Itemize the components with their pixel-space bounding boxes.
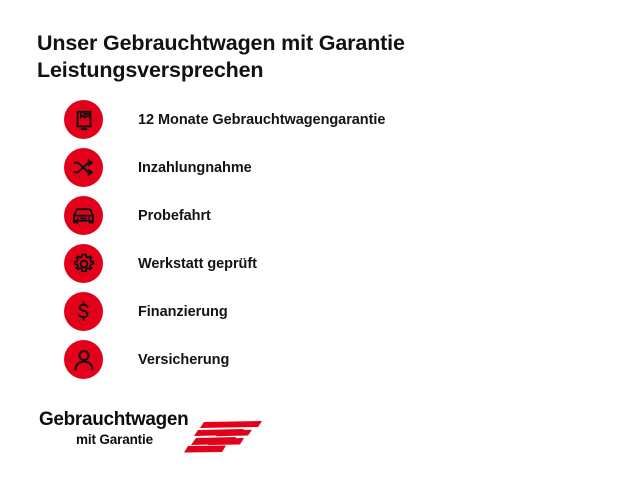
car-front-icon [71, 203, 96, 228]
list-item: Versicherung [0, 336, 640, 384]
page-title: Unser Gebrauchtwagen mit Garantie Leistu… [37, 30, 597, 85]
benefit-list: 12 Monate Gebrauchtwagengarantie Inzahlu… [0, 96, 640, 384]
benefit-label: Versicherung [138, 352, 230, 368]
page-title-line-1: Unser Gebrauchtwagen mit Garantie [37, 31, 405, 55]
benefit-label: 12 Monate Gebrauchtwagengarantie [138, 112, 386, 128]
list-item: Werkstatt geprüft [0, 240, 640, 288]
page-title-line-2: Leistungsversprechen [37, 58, 264, 83]
benefit-label: Inzahlungnahme [138, 160, 252, 176]
benefit-label: Finanzierung [138, 304, 228, 320]
benefit-icon-badge [64, 244, 103, 283]
brand-logo-main-text: Gebrauchtwagen [39, 408, 189, 430]
brand-logo-text: Gebrauchtwagen mit Garantie [39, 408, 239, 447]
list-item: Inzahlungnahme [0, 144, 640, 192]
gear-icon [72, 252, 96, 276]
red-brush-stroke-mark [174, 420, 266, 454]
benefit-icon-badge [64, 196, 103, 235]
list-item: Probefahrt [0, 192, 640, 240]
person-icon [72, 348, 96, 372]
brand-logo-sub-text: mit Garantie [76, 431, 153, 447]
benefit-icon-badge [64, 148, 103, 187]
dollar-sign-icon [72, 300, 95, 323]
benefit-icon-badge [64, 292, 103, 331]
benefit-label: Probefahrt [138, 208, 211, 224]
shuffle-arrows-icon [72, 156, 95, 179]
list-item: Finanzierung [0, 288, 640, 336]
list-item: 12 Monate Gebrauchtwagengarantie [0, 96, 640, 144]
brand-logo: Gebrauchtwagen mit Garantie [39, 408, 299, 460]
benefit-icon-badge [64, 340, 103, 379]
guarantee-booklet-icon [73, 109, 95, 131]
benefit-label: Werkstatt geprüft [138, 256, 257, 272]
benefit-icon-badge [64, 100, 103, 139]
